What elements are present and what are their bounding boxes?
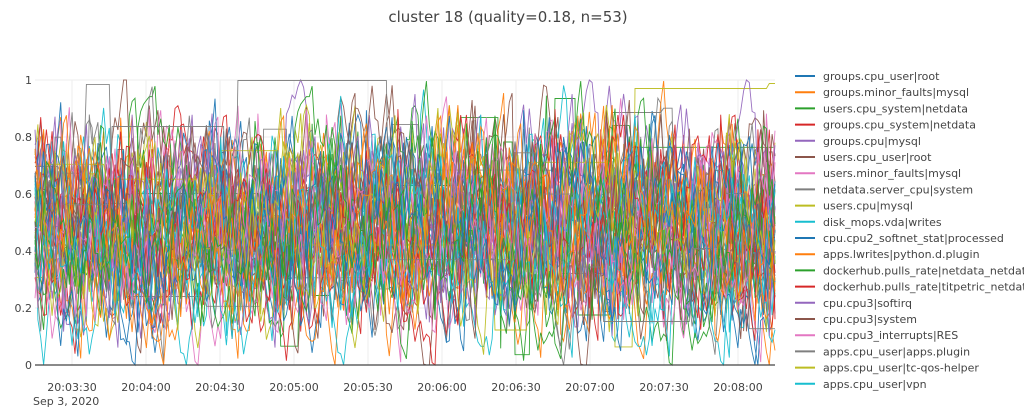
legend-label: dockerhub.pulls_rate|netdata_netdata (823, 264, 1024, 277)
series-line (34, 110, 776, 367)
axes: 0 0.2 0.4 0.6 0.8 1 20:03:30 20:04:00 20:04:30 20… (15, 74, 775, 394)
legend-label: disk_mops.vda|writes (823, 216, 942, 229)
legend-item[interactable]: groups.cpu_system|netdata (795, 119, 976, 132)
series-line (34, 109, 776, 339)
legend-item[interactable]: cpu.cpu3|system (795, 313, 917, 326)
x-tick-label: 20:07:30 (639, 381, 688, 394)
legend-label: cpu.cpu3_interrupts|RES (823, 329, 958, 342)
y-tick-label: 1 (25, 74, 32, 87)
series-line (34, 80, 776, 359)
legend-item[interactable]: cpu.cpu3_interrupts|RES (795, 329, 958, 342)
y-tick-label: 0.2 (15, 302, 33, 315)
legend-label: apps.cpu_user|tc-qos-helper (823, 362, 979, 375)
legend-label: users.cpu_system|netdata (823, 102, 968, 115)
chart-title: cluster 18 (quality=0.18, n=53) (388, 8, 627, 26)
legend-label: users.cpu_user|root (823, 151, 932, 164)
legend-label: netdata.server_cpu|system (823, 183, 973, 196)
legend-label: cpu.cpu2_softnet_stat|processed (823, 232, 1004, 245)
legend-label: users.cpu|mysql (823, 200, 913, 213)
series-line (34, 79, 776, 348)
legend-item[interactable]: groups.cpu|mysql (795, 135, 921, 148)
legend-item[interactable]: groups.cpu_user|root (795, 70, 940, 83)
x-axis-date-label: Sep 3, 2020 (33, 395, 99, 408)
legend-label: dockerhub.pulls_rate|titpetric_netdata (823, 281, 1024, 294)
y-tick-label: 0.6 (15, 188, 33, 201)
x-tick-label: 20:05:00 (269, 381, 318, 394)
legend[interactable]: groups.cpu_user|root groups.minor_faults|… (795, 70, 1024, 391)
legend-label: cpu.cpu3|system (823, 313, 917, 326)
legend-label: apps.cpu_user|apps.plugin (823, 345, 970, 358)
series-line (34, 112, 776, 355)
x-tick-label: 20:03:30 (47, 381, 96, 394)
legend-item[interactable]: dockerhub.pulls_rate|titpetric_netdata (795, 281, 1024, 294)
legend-label: groups.minor_faults|mysql (823, 86, 969, 99)
x-tick-label: 20:05:30 (343, 381, 392, 394)
legend-item[interactable]: cpu.cpu2_softnet_stat|processed (795, 232, 1004, 245)
x-tick-label: 20:06:00 (417, 381, 466, 394)
legend-item[interactable]: users.cpu|mysql (795, 200, 913, 213)
legend-item[interactable]: apps.lwrites|python.d.plugin (795, 248, 980, 261)
legend-label: groups.cpu|mysql (823, 135, 921, 148)
x-tick-label: 20:07:00 (565, 381, 614, 394)
y-tick-label: 0.8 (15, 131, 33, 144)
legend-label: cpu.cpu3|softirq (823, 297, 912, 310)
x-tick-label: 20:04:30 (195, 381, 244, 394)
legend-item[interactable]: apps.cpu_user|tc-qos-helper (795, 362, 979, 375)
series-line (34, 114, 776, 363)
series-line (35, 80, 775, 330)
series-line (35, 83, 775, 348)
legend-item[interactable]: apps.cpu_user|apps.plugin (795, 345, 970, 358)
legend-label: groups.cpu_system|netdata (823, 119, 976, 132)
legend-label: apps.lwrites|python.d.plugin (823, 248, 980, 261)
legend-item[interactable]: groups.minor_faults|mysql (795, 86, 969, 99)
x-tick-label: 20:06:30 (491, 381, 540, 394)
legend-label: users.minor_faults|mysql (823, 167, 961, 180)
legend-label: apps.cpu_user|vpn (823, 378, 927, 391)
legend-item[interactable]: apps.cpu_user|vpn (795, 378, 927, 391)
legend-item[interactable]: cpu.cpu3|softirq (795, 297, 912, 310)
series-line (34, 105, 776, 366)
y-tick-label: 0.4 (15, 245, 33, 258)
legend-item[interactable]: disk_mops.vda|writes (795, 216, 942, 229)
legend-item[interactable]: users.minor_faults|mysql (795, 167, 961, 180)
x-tick-label: 20:04:00 (121, 381, 170, 394)
legend-item[interactable]: users.cpu_system|netdata (795, 102, 968, 115)
legend-label: groups.cpu_user|root (823, 70, 940, 83)
y-tick-label: 0 (25, 359, 32, 372)
legend-item[interactable]: netdata.server_cpu|system (795, 183, 973, 196)
series-lines (34, 78, 776, 367)
legend-item[interactable]: users.cpu_user|root (795, 151, 932, 164)
legend-item[interactable]: dockerhub.pulls_rate|netdata_netdata (795, 264, 1024, 277)
x-tick-label: 20:08:00 (713, 381, 762, 394)
